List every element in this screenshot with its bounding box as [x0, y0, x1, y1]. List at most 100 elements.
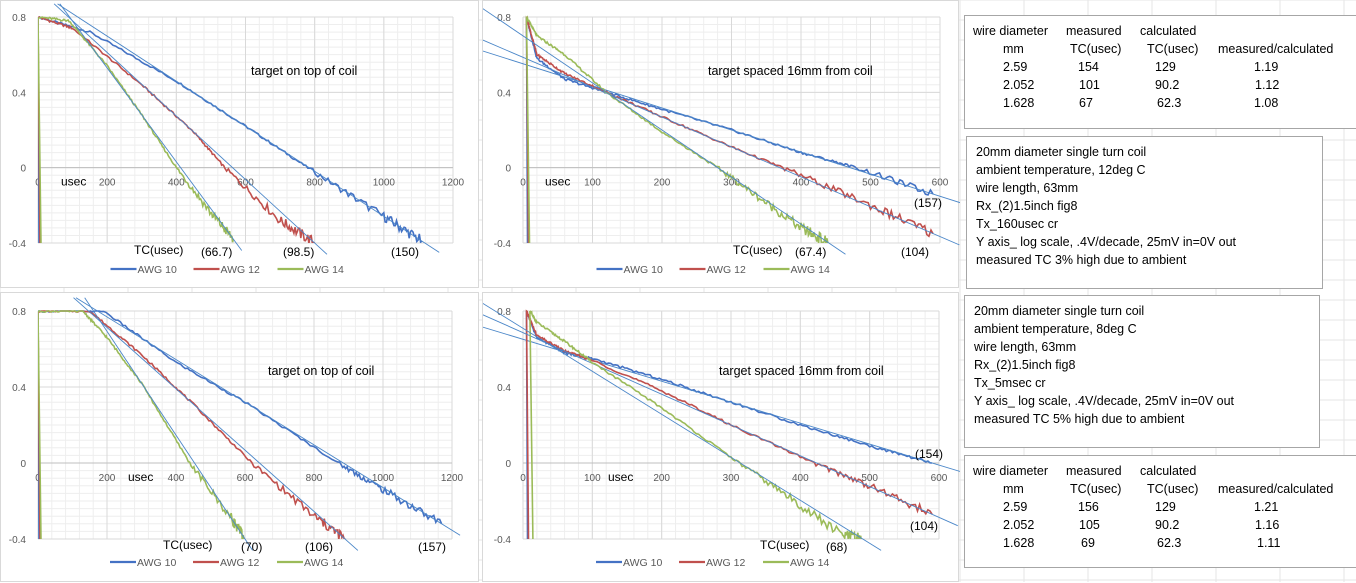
note-line: Y axis_ log scale, .4V/decade, 25mV in=0… [974, 394, 1235, 408]
header-cell [1214, 462, 1333, 480]
series-line-awg-10 [38, 310, 443, 539]
table-cell: 62.3 [1157, 96, 1182, 110]
table-cell: 90.2 [1155, 78, 1180, 92]
x-tick-label: 1200 [441, 473, 464, 484]
fit-trendline [73, 297, 359, 551]
header-cell: TC(usec) [1147, 42, 1199, 56]
note-line: measured TC 3% high due to ambient [976, 253, 1187, 267]
notes-1-text: 20mm diameter single turn coil ambient t… [976, 143, 1236, 269]
fit-trendline [483, 314, 958, 527]
table-row: 2.59 154 129 1.19 [973, 58, 1333, 76]
table-cell: 62.3 [1157, 536, 1182, 550]
note-line: ambient temperature, 12deg C [976, 163, 1146, 177]
legend-entry: AWG 10 [623, 557, 662, 569]
table-cell: 2.59 [1003, 60, 1028, 74]
tc-value-label: (67.4) [795, 245, 826, 259]
tc-table-1[interactable]: wire diameter measured calculated mm TC(… [964, 15, 1356, 129]
table-cell: 90.2 [1155, 518, 1180, 532]
chart-top-right[interactable]: 0.8 0.4 0 -0.4 0 100 200 300 400 500 600 usec target… [482, 0, 960, 288]
note-line: Tx_160usec cr [976, 217, 1058, 231]
legend-entry: AWG 14 [305, 264, 344, 276]
chart-annotation: target spaced 16mm from coil [719, 364, 884, 378]
x-tick-label: 800 [306, 178, 323, 189]
tc-value-label: (66.7) [201, 245, 232, 259]
x-tick-label: 300 [723, 178, 740, 189]
chart-top-left[interactable]: 0.8 0.4 0 -0.4 0 200 400 600 800 1000 1200 usec targ… [0, 0, 479, 288]
x-tick-label: 500 [862, 178, 879, 189]
x-tick-label: 200 [654, 178, 671, 189]
note-line: wire length, 63mm [976, 181, 1079, 195]
y-tick-label: 0.8 [497, 307, 511, 318]
tc-value-label: (106) [305, 540, 333, 554]
table-cell: 2.052 [1003, 518, 1035, 532]
y-tick-label: -0.4 [9, 535, 27, 546]
x-tick-label: 0 [520, 473, 526, 484]
table-row: 2.052 105 90.2 1.16 [973, 516, 1333, 534]
series-line-awg-10 [38, 15, 423, 243]
legend-entry: AWG 12 [706, 557, 745, 569]
header-cell: TC(usec) [1070, 482, 1122, 496]
notes-box-1[interactable]: 20mm diameter single turn coil ambient t… [966, 136, 1323, 289]
table-cell: 67 [1079, 96, 1093, 110]
fit-trendline [53, 3, 328, 255]
x-tick-label: 400 [168, 473, 185, 484]
header-cell [1214, 22, 1333, 40]
y-tick-label: 0.4 [497, 88, 511, 99]
tc-table-2[interactable]: wire diameter measured calculated mm TC(… [964, 455, 1356, 568]
fit-trendline [483, 8, 846, 255]
header-cell: calculated [1140, 464, 1197, 478]
x-tick-label: 400 [792, 473, 809, 484]
table-cell: 156 [1078, 500, 1099, 514]
y-tick-label: 0.4 [12, 383, 26, 394]
x-tick-label: 600 [932, 178, 949, 189]
tc-value-label: (157) [914, 196, 942, 210]
table-cell: 69 [1081, 536, 1095, 550]
fit-trendline [59, 3, 243, 251]
tc-table-2-grid: wire diameter measured calculated mm TC(… [973, 462, 1333, 552]
header-cell: wire diameter [973, 464, 1049, 478]
x-tick-label: 400 [793, 178, 810, 189]
table-row: 1.628 67 62.3 1.08 [973, 94, 1333, 112]
table-header-row: mm TC(usec) TC(usec) measured/calculated [973, 480, 1333, 498]
table-cell: 1.19 [1254, 60, 1279, 74]
y-tick-label: 0.4 [497, 383, 511, 394]
tc-value-label: (98.5) [283, 245, 314, 259]
tc-value-label: (104) [910, 519, 938, 533]
note-line: Rx_(2)1.5inch fig8 [974, 358, 1076, 372]
y-tick-label: 0 [20, 164, 26, 175]
legend-entry: AWG 10 [624, 264, 663, 276]
header-cell: measured/calculated [1218, 42, 1334, 56]
fit-trendline [57, 3, 440, 253]
note-line: wire length, 63mm [974, 340, 1077, 354]
legend-entry: AWG 12 [220, 557, 259, 569]
x-tick-label: 200 [99, 178, 116, 189]
table-cell: 101 [1079, 78, 1100, 92]
y-tick-label: 0 [505, 164, 511, 175]
table-cell: 1.21 [1254, 500, 1279, 514]
x-tick-label: 1200 [442, 178, 465, 189]
y-tick-label: 0.8 [497, 13, 511, 24]
y-tick-label: 0 [20, 459, 26, 470]
chart-bottom-right[interactable]: 0.8 0.4 0 -0.4 0 100 200 300 400 500 600 usec target… [482, 292, 960, 582]
note-line: Rx_(2)1.5inch fig8 [976, 199, 1078, 213]
x-tick-label: 0 [520, 178, 526, 189]
x-tick-label: 600 [931, 473, 948, 484]
note-line: 20mm diameter single turn coil [974, 304, 1145, 318]
tc-value-label: (104) [901, 245, 929, 259]
chart-annotation: target on top of coil [268, 364, 374, 378]
table-cell: 1.12 [1255, 78, 1280, 92]
notes-box-2[interactable]: 20mm diameter single turn coil ambient t… [964, 295, 1320, 448]
legend-entry: AWG 12 [221, 264, 260, 276]
table-cell: 1.628 [1003, 96, 1035, 110]
legend-entry: AWG 14 [304, 557, 343, 569]
table-cell: 1.08 [1254, 96, 1279, 110]
header-cell: measured/calculated [1218, 482, 1334, 496]
header-cell: mm [1003, 42, 1024, 56]
chart-bottom-left[interactable]: 0.8 0.4 0 -0.4 0 200 400 600 800 1000 1200 usec targ… [0, 292, 479, 582]
header-cell: TC(usec) [1147, 482, 1199, 496]
x-tick-label: 600 [237, 178, 254, 189]
legend-entry: AWG 14 [790, 557, 829, 569]
tc-value-label: (70) [241, 540, 262, 554]
fit-trendline [84, 297, 253, 551]
chart-top-right-svg: 0.8 0.4 0 -0.4 0 100 200 300 400 500 600 usec target… [483, 8, 960, 276]
